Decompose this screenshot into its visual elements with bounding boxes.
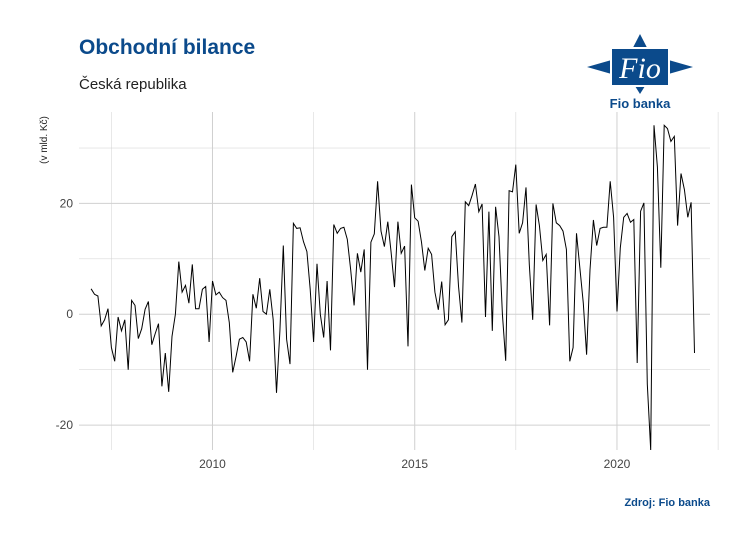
y-tick-label: 0 <box>66 307 73 321</box>
x-tick-label: 2010 <box>199 457 226 471</box>
y-tick-label: 20 <box>60 196 74 210</box>
page-subtitle: Česká republika <box>79 76 187 93</box>
y-tick-labels: -20 0 20 <box>56 196 74 432</box>
fio-logo: Fio <box>587 34 693 94</box>
logo-box <box>610 47 670 87</box>
page-title: Obchodní bilance <box>79 36 256 59</box>
y-tick-label: -20 <box>56 418 74 432</box>
x-tick-label: 2015 <box>401 457 428 471</box>
logo-text: Fio banka <box>609 96 671 111</box>
logo-mark: Fio <box>618 52 661 85</box>
grid-lines <box>79 112 719 450</box>
series-line <box>90 124 695 451</box>
y-axis-label: (v mld. Kč) <box>39 116 50 164</box>
x-tick-labels: 2010 2015 2020 <box>199 457 631 471</box>
x-tick-label: 2020 <box>604 457 631 471</box>
logo-diamond-left-icon <box>587 59 615 75</box>
logo-diamond-right-icon <box>665 59 693 75</box>
source-note: Zdroj: Fio banka <box>624 497 710 509</box>
